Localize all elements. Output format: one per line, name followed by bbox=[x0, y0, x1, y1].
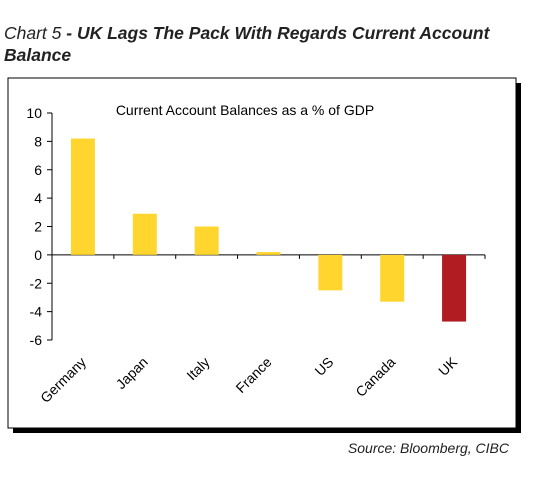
y-tick-label: 0 bbox=[34, 247, 42, 263]
bar-germany bbox=[70, 138, 95, 255]
bar-us bbox=[318, 254, 343, 291]
chart-heading: UK Lags The Pack With Regards Current Ac… bbox=[4, 23, 490, 65]
y-tick-label: -4 bbox=[30, 304, 43, 320]
bar-uk bbox=[442, 254, 467, 322]
source-note: Source: Bloomberg, CIBC bbox=[347, 440, 509, 456]
bar-canada bbox=[380, 254, 405, 302]
chart-container: Current Account Balances as a % of GDP 1… bbox=[0, 70, 539, 440]
y-tick-label: -2 bbox=[30, 275, 43, 291]
y-tick-label: 10 bbox=[26, 105, 42, 121]
y-tick-label: -6 bbox=[30, 332, 43, 348]
bar-france bbox=[256, 252, 281, 255]
header-separator: - bbox=[61, 23, 77, 43]
y-tick-label: 8 bbox=[34, 133, 42, 149]
y-tick-label: 4 bbox=[34, 190, 42, 206]
y-tick-label: 2 bbox=[34, 219, 42, 235]
bar-italy bbox=[194, 226, 219, 255]
chart-number: Chart 5 bbox=[4, 23, 62, 43]
bar-chart: Current Account Balances as a % of GDP 1… bbox=[7, 77, 521, 433]
bar-japan bbox=[132, 213, 157, 255]
chart-title: Current Account Balances as a % of GDP bbox=[116, 102, 374, 118]
chart-header: Chart 5 - UK Lags The Pack With Regards … bbox=[4, 22, 524, 66]
y-tick-label: 6 bbox=[34, 162, 42, 178]
